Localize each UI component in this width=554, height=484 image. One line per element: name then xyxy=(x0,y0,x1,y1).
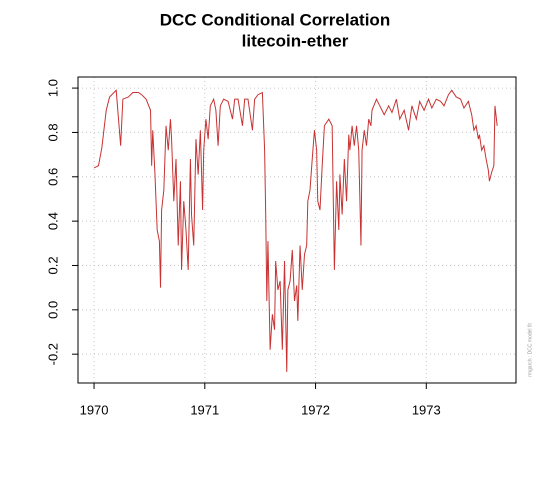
annotation: rmgarch : DCC model fit xyxy=(527,323,533,377)
y-tick-label: -0.2 xyxy=(45,343,60,365)
x-tick-label: 1972 xyxy=(301,402,330,417)
x-tick-label: 1970 xyxy=(80,402,109,417)
y-tick-label: 0.4 xyxy=(45,212,60,230)
series-line xyxy=(93,89,498,372)
y-tick-label: 1.0 xyxy=(45,79,60,97)
y-tick-label: 0.0 xyxy=(45,301,60,319)
chart-subtitle: litecoin-ether xyxy=(242,31,349,50)
plot-frame xyxy=(77,76,517,384)
x-tick-label: 1971 xyxy=(190,402,219,417)
x-tick-label: 1973 xyxy=(412,402,441,417)
y-tick-label: 0.8 xyxy=(45,123,60,141)
y-tick-label: 0.2 xyxy=(45,256,60,274)
chart-title: DCC Conditional Correlation xyxy=(160,10,390,29)
y-tick-label: 0.6 xyxy=(45,168,60,186)
